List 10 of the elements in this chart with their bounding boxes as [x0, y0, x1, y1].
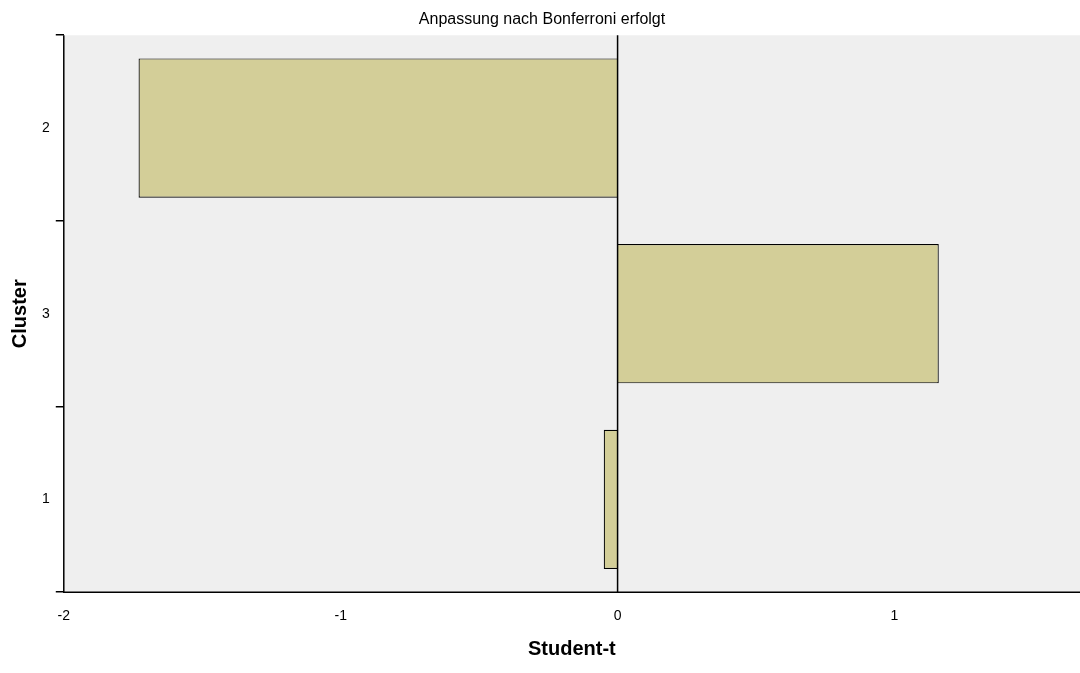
x-tick-label: -1	[334, 607, 348, 624]
x-axis-title: Student-t	[528, 636, 617, 659]
y-axis-title: Cluster	[7, 279, 30, 349]
y-tick-label: 3	[41, 304, 50, 321]
x-tick-label: -2	[57, 607, 71, 624]
y-tick-label: 2	[41, 118, 50, 135]
chart-title: Anpassung nach Bonferroni erfolgt	[418, 10, 666, 28]
y-tick-label: 1	[41, 490, 50, 507]
x-tick-label: 0	[613, 607, 622, 624]
x-tick-label: 1	[890, 607, 899, 624]
